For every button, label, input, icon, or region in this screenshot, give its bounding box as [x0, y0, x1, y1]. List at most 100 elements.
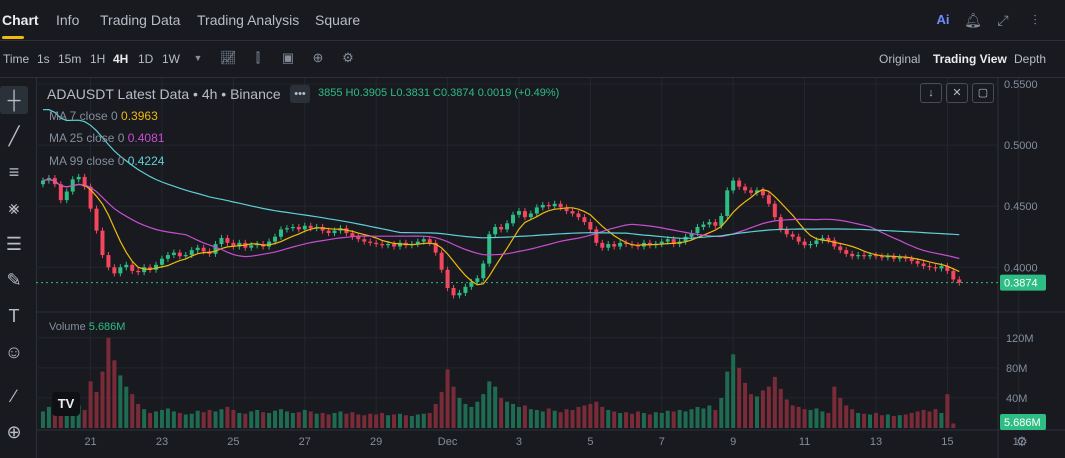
text-icon[interactable]: T: [8, 306, 20, 326]
volume-bar: [951, 423, 956, 428]
volume-bar: [362, 415, 367, 428]
candle-type-icon[interactable]: ⫿: [255, 50, 261, 65]
scroll-down-icon[interactable]: ↓: [920, 83, 942, 103]
interval-1h[interactable]: 1H: [90, 52, 106, 66]
volume-bar: [136, 403, 141, 428]
tab-square[interactable]: Square: [315, 12, 361, 28]
candle-body: [255, 244, 260, 246]
candle-body: [713, 222, 718, 226]
time-label: Time: [3, 52, 30, 66]
volume-bar: [326, 414, 331, 428]
volume-bar: [933, 409, 938, 428]
candle-body: [802, 241, 807, 246]
pattern-icon[interactable]: ⨳: [8, 198, 20, 218]
volume-bar: [725, 371, 730, 428]
tab-chart[interactable]: Chart: [2, 12, 39, 28]
emoji-icon[interactable]: ☺: [4, 342, 24, 362]
volume-bar: [873, 412, 878, 428]
price-chart[interactable]: 0.3874 0.5500 0.5000 0.4500 0.4000 120M 80M 40M…: [36, 78, 1065, 458]
candle-body: [778, 217, 783, 230]
candle-body: [189, 250, 194, 256]
candle-body: [659, 241, 664, 245]
volume-bar: [511, 403, 516, 428]
volume-bar: [237, 412, 242, 428]
collapse-icon[interactable]: ✕: [946, 83, 968, 103]
candle-body: [624, 242, 629, 245]
candle-body: [475, 278, 480, 282]
fullscreen-icon[interactable]: ▢: [972, 83, 994, 103]
candle-body: [142, 267, 147, 273]
trend-line-icon[interactable]: ╱: [8, 126, 20, 146]
fib-icon[interactable]: ☰: [5, 234, 23, 254]
interval-4h[interactable]: 4H: [113, 52, 129, 66]
ma99-legend: MA 99 close 0 0.4224: [49, 154, 164, 168]
candle-body: [493, 226, 498, 235]
volume-tick-label: 80M: [1006, 363, 1027, 375]
time-tick-label: 23: [156, 436, 168, 448]
crosshair-icon[interactable]: ┼: [0, 86, 28, 114]
interval-1d[interactable]: 1D: [138, 52, 154, 66]
time-tick-label: 3: [516, 436, 522, 448]
candle-body: [439, 252, 444, 270]
candle-body: [201, 247, 206, 252]
swap-icon[interactable]: ⫶: [1033, 12, 1037, 28]
candle-body: [760, 190, 765, 196]
volume-bar: [159, 409, 164, 428]
settings-icon[interactable]: ⚙: [342, 50, 354, 65]
candle-body: [451, 288, 456, 296]
price-tick-label: 0.4500: [1004, 201, 1038, 213]
candle-body: [909, 258, 914, 262]
candle-body: [118, 267, 123, 274]
tab-trading-data[interactable]: Trading Data: [100, 12, 181, 28]
volume-tick-label: 120M: [1006, 333, 1034, 345]
indicator-icon[interactable]: 📈︎: [220, 50, 237, 65]
bell-icon[interactable]: 🔔︎: [964, 12, 982, 28]
candle-body: [362, 239, 367, 242]
interval-15m[interactable]: 15m: [58, 52, 82, 66]
tab-trading-analysis[interactable]: Trading Analysis: [197, 12, 300, 28]
zoom-in-icon[interactable]: ⊕: [6, 422, 22, 442]
interval-1s[interactable]: 1s: [37, 52, 50, 66]
camera-icon[interactable]: ▣: [281, 50, 295, 65]
candle-body: [290, 226, 295, 229]
ma25-legend: MA 25 close 0 0.4081: [49, 131, 164, 145]
volume-bar: [850, 409, 855, 428]
volume-bar: [403, 415, 408, 428]
expand-icon[interactable]: ⤢: [997, 12, 1009, 28]
time-tick-label: 5: [587, 436, 593, 448]
candle-body: [219, 237, 224, 245]
volume-bar: [612, 411, 617, 428]
volume-tag: [1000, 414, 1046, 430]
volume-bar: [154, 411, 159, 428]
view-original[interactable]: Original: [879, 52, 921, 66]
candle-body: [873, 255, 878, 257]
volume-bar: [273, 410, 278, 428]
view-trading-view[interactable]: Trading View: [933, 52, 1007, 66]
ai-icon[interactable]: Ai: [936, 12, 950, 27]
candle-body: [897, 257, 902, 259]
brush-icon[interactable]: ✎: [6, 270, 22, 290]
candle-body: [392, 244, 397, 247]
candle-body: [891, 256, 896, 259]
volume-bar: [70, 409, 75, 428]
view-depth[interactable]: Depth: [1014, 52, 1047, 66]
tab-info[interactable]: Info: [56, 12, 80, 28]
chart-settings-icon[interactable]: ⚙: [1016, 435, 1028, 450]
more-button[interactable]: •••: [290, 85, 310, 103]
volume-value: 5.686M: [88, 321, 126, 333]
candle-body: [463, 286, 468, 293]
volume-bar: [344, 413, 349, 428]
candle-body: [213, 244, 218, 254]
interval-dropdown-icon[interactable]: ▼: [193, 53, 203, 63]
interval-1w[interactable]: 1W: [162, 52, 180, 66]
volume-bar: [903, 414, 908, 428]
volume-bar: [540, 411, 545, 428]
volume-bar: [148, 412, 153, 428]
volume-bar: [927, 411, 932, 428]
volume-bar: [267, 412, 272, 428]
volume-bar: [582, 405, 587, 428]
add-icon[interactable]: ⊕: [312, 50, 324, 65]
volume-bar: [284, 411, 289, 428]
horizontal-lines-icon[interactable]: ≡: [8, 162, 20, 182]
ruler-icon[interactable]: ∕: [12, 386, 16, 406]
